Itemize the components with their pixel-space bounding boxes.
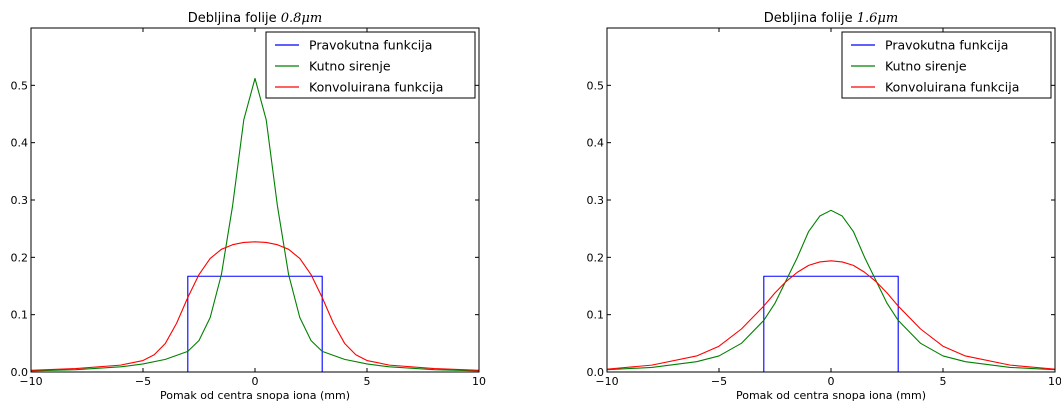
legend: Pravokutna funkcija Kutno sirenje Konvolui… <box>265 31 476 99</box>
legend-label: Pravokutna funkcija <box>885 38 1008 53</box>
series-line-1 <box>31 77 479 372</box>
x-tick-label: −5 <box>135 375 151 388</box>
chart-title-thickness: 0.8μm <box>281 11 322 26</box>
legend-label: Kutno sirenje <box>309 59 391 74</box>
y-tick-label: 0.2 <box>587 251 605 264</box>
y-tick-label: 0.2 <box>11 251 29 264</box>
x-tick-label: −5 <box>711 375 727 388</box>
x-tick-label: 5 <box>364 375 371 388</box>
chart-panel-left: −10 −5 0 5 10 0.0 0.1 0.2 0.3 0.4 0.5 Debljina foli… <box>11 11 487 402</box>
legend-label: Pravokutna funkcija <box>309 38 432 53</box>
legend-box <box>265 31 476 99</box>
x-tick-label: −10 <box>19 375 42 388</box>
series-group <box>31 77 479 372</box>
series-line-1 <box>607 209 1055 371</box>
y-tick-label: 0.0 <box>587 366 605 379</box>
chart-title-text: Debljina folije <box>764 11 857 26</box>
legend-label: Konvoluirana funkcija <box>885 80 1019 95</box>
series-line-0 <box>607 275 1055 372</box>
x-tick-label: 5 <box>940 375 947 388</box>
y-tick-label: 0.1 <box>11 309 29 322</box>
x-axis-label: Pomak od centra snopa iona (mm) <box>736 389 926 402</box>
chart-title: Debljina folije 0.8μm <box>188 11 322 26</box>
legend-box <box>841 31 1052 99</box>
x-tick-label: 10 <box>1048 375 1061 388</box>
legend: Pravokutna funkcija Kutno sirenje Konvolui… <box>841 31 1052 99</box>
x-tick-label: 0 <box>828 375 835 388</box>
chart-title: Debljina folije 1.6μm <box>764 11 898 26</box>
chart-panel-right: −10 −5 0 5 10 0.0 0.1 0.2 0.3 0.4 0.5 Debljina foli… <box>587 11 1061 402</box>
x-tick-label: −10 <box>595 375 618 388</box>
legend-label: Kutno sirenje <box>885 59 967 74</box>
series-line-2 <box>31 241 479 371</box>
chart-title-thickness: 1.6μm <box>857 11 898 26</box>
y-tick-label: 0.3 <box>587 194 605 207</box>
series-line-2 <box>607 260 1055 370</box>
x-axis-label: Pomak od centra snopa iona (mm) <box>160 389 350 402</box>
legend-label: Konvoluirana funkcija <box>309 80 443 95</box>
y-tick-label: 0.4 <box>587 137 605 150</box>
y-tick-label: 0.0 <box>11 366 29 379</box>
series-group <box>607 209 1055 372</box>
x-tick-label: 10 <box>472 375 486 388</box>
chart-title-text: Debljina folije <box>188 11 281 26</box>
y-tick-label: 0.3 <box>11 194 29 207</box>
x-tick-label: 0 <box>252 375 259 388</box>
series-line-0 <box>31 275 479 372</box>
y-tick-label: 0.5 <box>587 79 605 92</box>
y-tick-label: 0.5 <box>11 79 29 92</box>
y-tick-label: 0.1 <box>587 309 605 322</box>
y-tick-label: 0.4 <box>11 137 29 150</box>
